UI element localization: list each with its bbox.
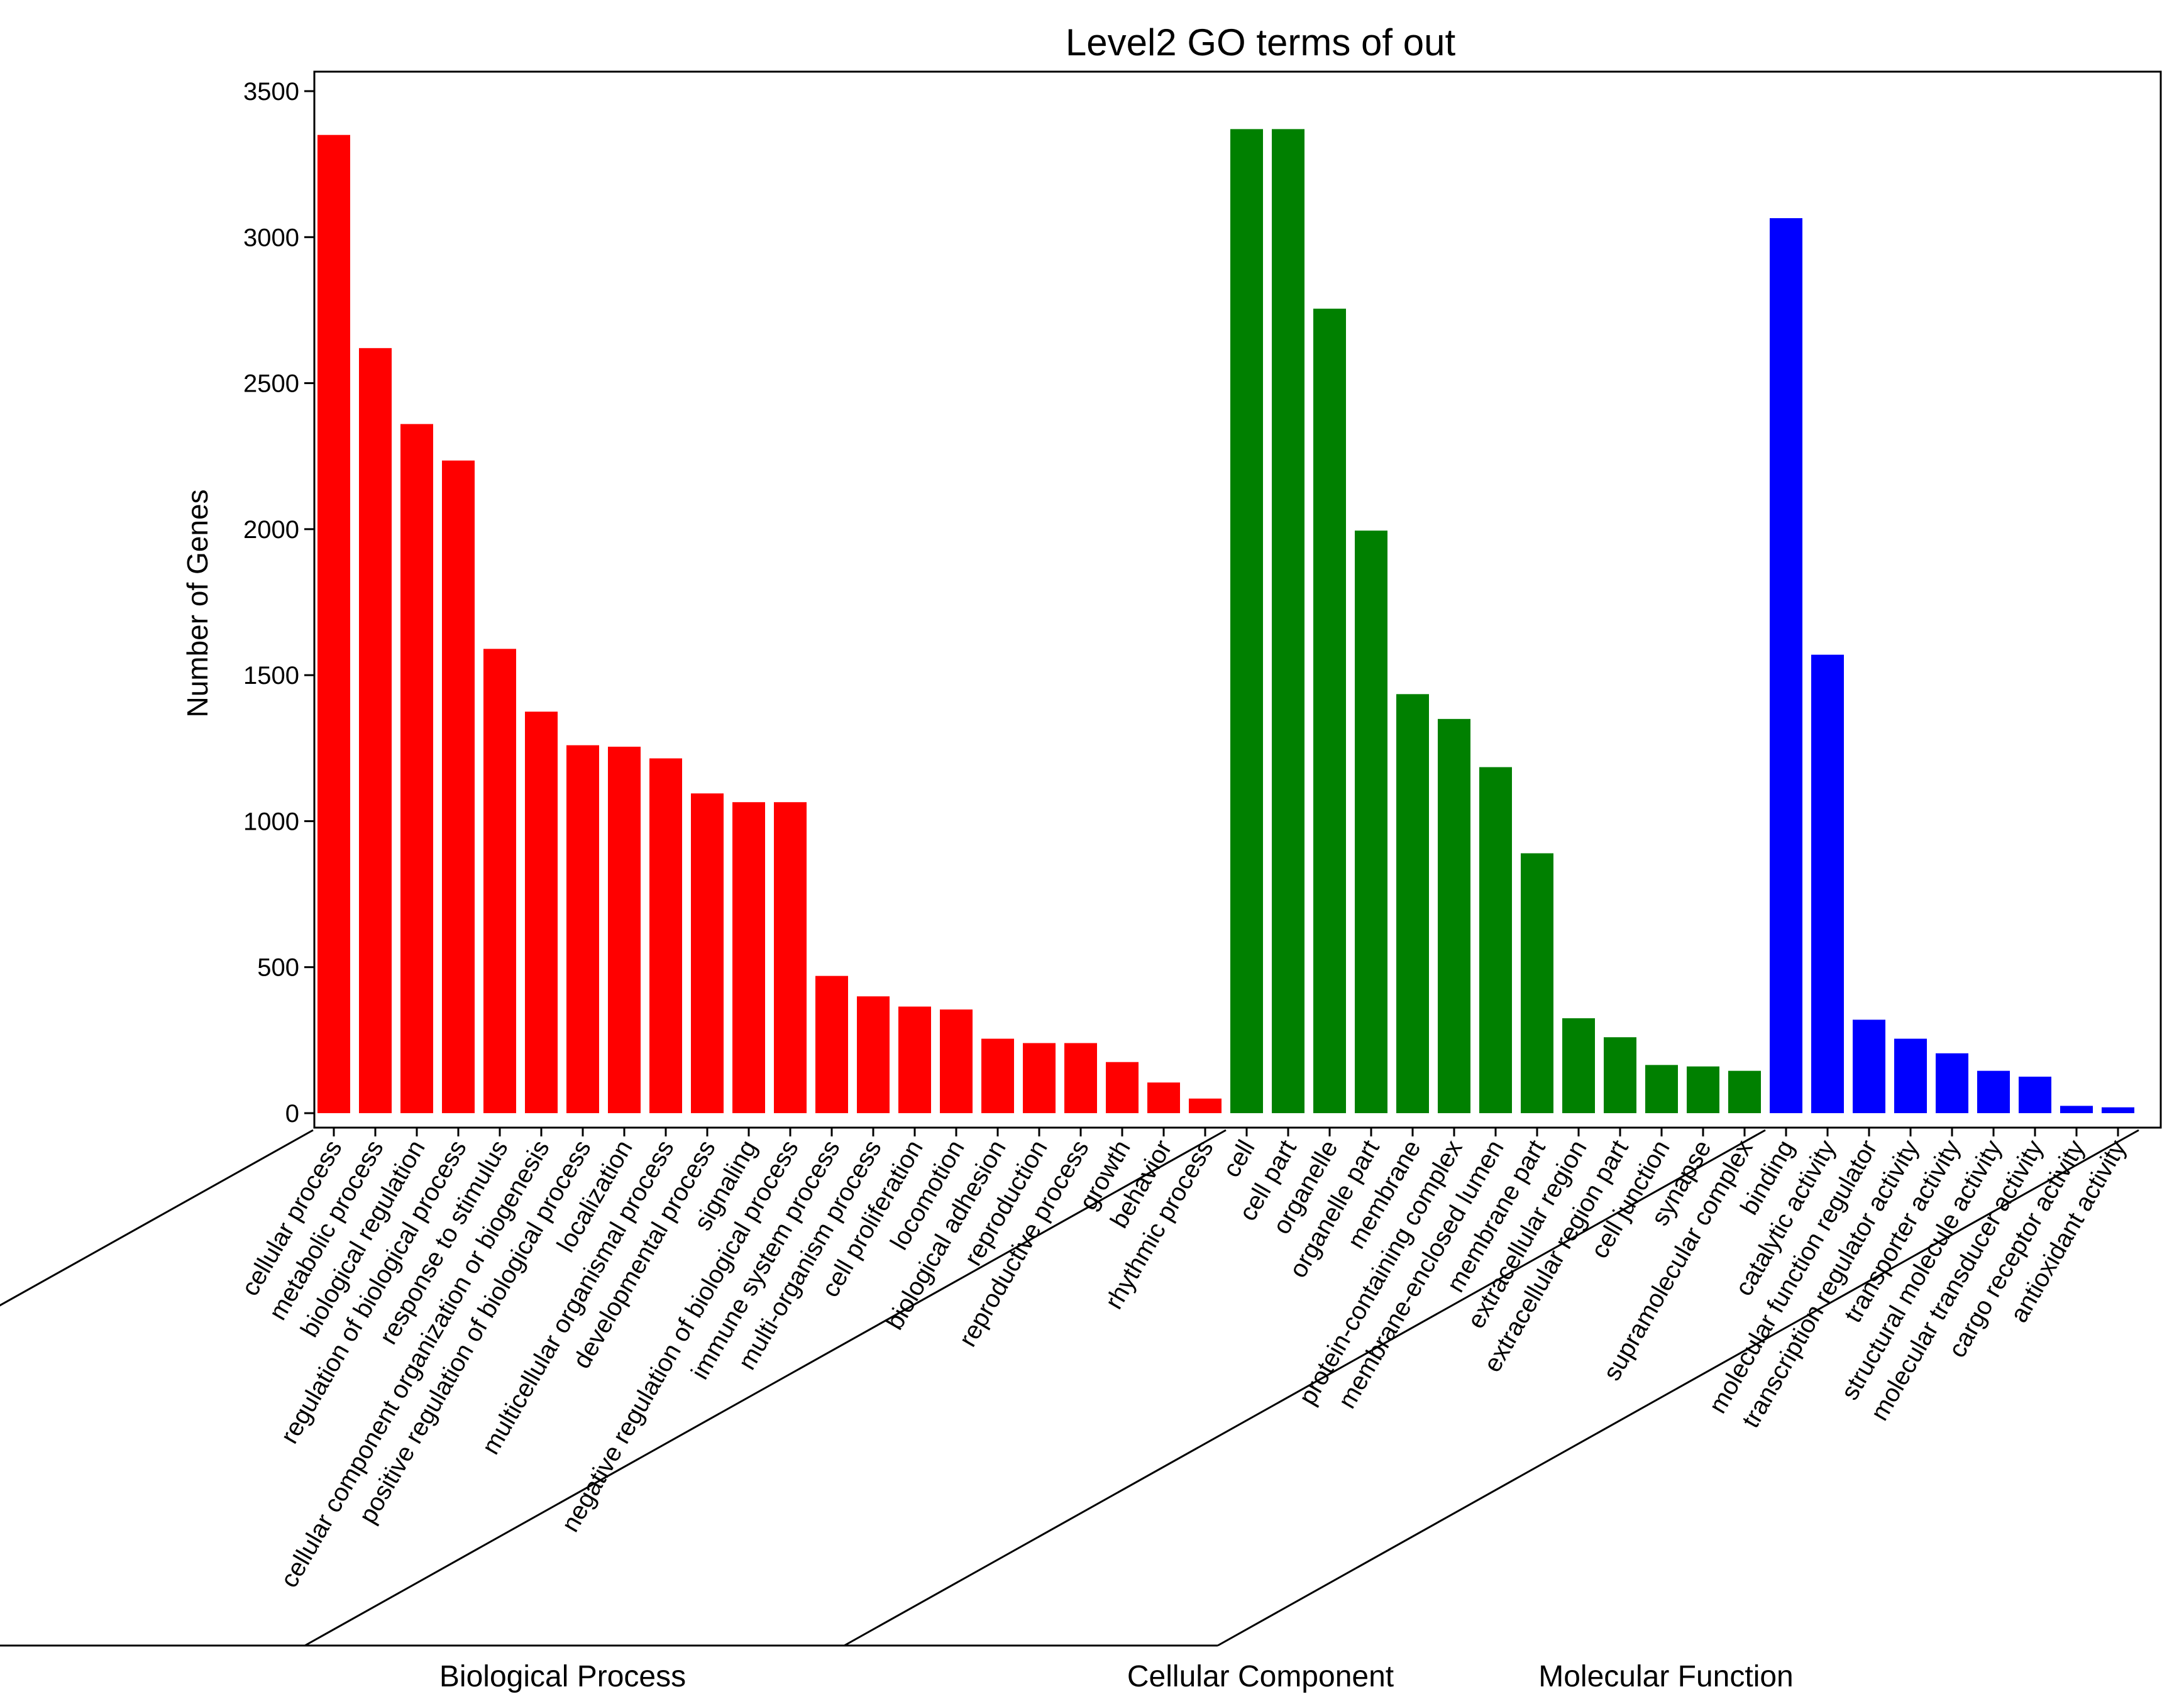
bar-supramolecular-complex xyxy=(1728,1070,1761,1113)
bar-developmental-process xyxy=(691,793,724,1113)
bar-cargo-receptor-activity xyxy=(2060,1106,2093,1113)
bar-regulation-of-biological-process xyxy=(442,460,475,1113)
bar-growth xyxy=(1106,1062,1139,1113)
group-divider-line xyxy=(844,1129,1766,1647)
bar-cellular-component-organization-or-biogenesis xyxy=(525,712,558,1113)
bar-cell-part xyxy=(1272,129,1304,1113)
bar-biological-adhesion xyxy=(981,1038,1014,1113)
bar-transporter-activity xyxy=(1936,1053,1968,1113)
bar-transcription-regulator-activity xyxy=(1894,1038,1927,1113)
bar-structural-molecule-activity xyxy=(1977,1070,2010,1113)
bar-biological-regulation xyxy=(400,424,433,1113)
group-label-cellular-component: Cellular Component xyxy=(1127,1660,1394,1693)
group-divider-line xyxy=(304,1129,1227,1647)
group-divider-line xyxy=(1217,1129,2139,1647)
group-label-molecular-function: Molecular Function xyxy=(1538,1660,1794,1693)
bar-membrane-enclosed-lumen xyxy=(1479,767,1512,1113)
y-tick-label: 3000 xyxy=(243,224,299,251)
bar-membrane xyxy=(1396,694,1429,1113)
y-tick-label: 1500 xyxy=(243,662,299,690)
bar-localization xyxy=(608,746,641,1113)
bar-binding xyxy=(1770,218,1802,1113)
bar-cell xyxy=(1230,129,1263,1113)
y-tick-label: 2000 xyxy=(243,516,299,544)
plot-frame xyxy=(313,70,2162,1129)
bar-response-to-stimulus xyxy=(483,649,516,1113)
bar-membrane-part xyxy=(1521,853,1553,1113)
bar-antioxidant-activity xyxy=(2102,1107,2134,1113)
bar-immune-system-process xyxy=(815,976,848,1113)
bar-molecular-transducer-activity xyxy=(2019,1076,2051,1113)
bar-metabolic-process xyxy=(359,348,392,1113)
chart-title: Level2 GO terms of out xyxy=(1066,21,1456,63)
group-label-biological-process: Biological Process xyxy=(439,1660,686,1693)
bar-cellular-process xyxy=(317,135,350,1114)
x-tick-label: cell xyxy=(1218,1136,1260,1182)
group-brackets: Biological Process Cellular Component Mole… xyxy=(0,1129,2139,1693)
bar-cell-proliferation xyxy=(898,1006,931,1113)
y-tick-label: 500 xyxy=(257,954,299,982)
bar-reproductive-process xyxy=(1064,1043,1097,1113)
bar-reproduction xyxy=(1023,1043,1056,1113)
bars-layer xyxy=(317,129,2134,1114)
bar-multicellular-organismal-process xyxy=(649,758,682,1113)
group-divider-line xyxy=(0,1129,314,1307)
bar-locomotion xyxy=(940,1009,973,1113)
bar-positive-regulation-of-biological-process xyxy=(566,745,599,1113)
bar-rhythmic-process xyxy=(1189,1098,1222,1113)
y-axis-label: Number of Genes xyxy=(181,489,214,717)
bar-extracellular-region xyxy=(1562,1018,1595,1113)
bar-extracellular-region-part xyxy=(1604,1037,1636,1113)
bar-signaling xyxy=(732,802,765,1113)
bar-molecular-function-regulator xyxy=(1853,1020,1885,1113)
bar-organelle-part xyxy=(1355,530,1387,1113)
y-axis: 0 500 1000 1500 2000 2500 3000 3500 xyxy=(243,78,314,1128)
y-tick-label: 1000 xyxy=(243,808,299,835)
bar-cell-junction xyxy=(1645,1065,1678,1113)
bar-organelle xyxy=(1313,309,1346,1113)
y-tick-label: 0 xyxy=(285,1100,299,1128)
bar-multi-organism-process xyxy=(857,996,890,1113)
bar-protein-containing-complex xyxy=(1438,718,1470,1113)
y-tick-label: 3500 xyxy=(243,78,299,106)
bar-catalytic-activity xyxy=(1811,654,1844,1113)
y-tick-label: 2500 xyxy=(243,370,299,398)
bar-negative-regulation-of-biological-process xyxy=(774,802,807,1113)
bar-behavior xyxy=(1147,1082,1180,1113)
bar-synapse xyxy=(1687,1066,1719,1113)
